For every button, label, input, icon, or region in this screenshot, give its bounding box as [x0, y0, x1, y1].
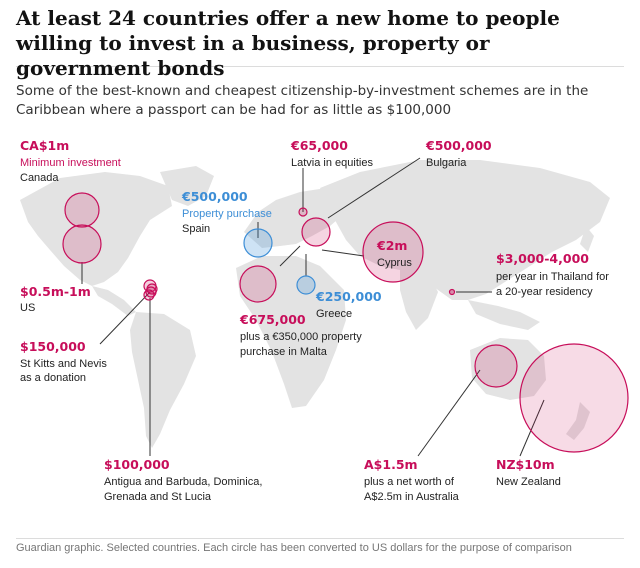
- australia-amount: A$1.5m: [364, 457, 418, 472]
- europe-landmass: [244, 188, 348, 248]
- leader-australia: [417, 369, 481, 457]
- north-america-landmass: [20, 172, 172, 286]
- circle-caribbean-4: [143, 289, 155, 301]
- greece-amount: €250,000: [316, 289, 382, 304]
- circle-malta: [239, 265, 277, 303]
- canada-note: Minimum investment: [20, 157, 121, 169]
- circle-latvia: [298, 207, 308, 217]
- circle-bulgaria: [301, 217, 331, 247]
- greenland-landmass: [160, 166, 214, 206]
- spain-amount: €500,000: [182, 189, 248, 204]
- australia-landmass: [470, 338, 546, 400]
- us-country: US: [20, 302, 36, 314]
- circle-us: [62, 224, 102, 264]
- new-zealand-landmass: [566, 402, 590, 440]
- cyprus-amount: €2m: [377, 238, 408, 253]
- south-america-landmass: [130, 312, 196, 448]
- circle-canada: [64, 192, 100, 228]
- canada-country: Canada: [20, 172, 59, 184]
- top-divider: [16, 66, 624, 67]
- bulgaria-amount: €500,000: [426, 138, 492, 153]
- malta-line1: plus a €350,000 property: [240, 331, 362, 343]
- circle-thailand: [448, 288, 456, 296]
- se-asia-islands: [468, 300, 540, 330]
- circle-australia: [474, 344, 518, 388]
- standfirst: Some of the best-known and cheapest citi…: [16, 83, 589, 118]
- asia-landmass: [320, 160, 610, 300]
- cyprus-country: Cyprus: [377, 257, 412, 269]
- malta-line2: purchase in Malta: [240, 346, 327, 358]
- headline: At least 24 countries offer a new home t…: [16, 6, 560, 80]
- latvia-country: Latvia in equities: [291, 157, 373, 169]
- investment-circles: [62, 192, 629, 453]
- spain-note: Property purchase: [182, 208, 272, 220]
- latvia-amount: €65,000: [291, 138, 348, 153]
- australia-line1: plus a net worth of: [364, 476, 454, 488]
- newzealand-country: New Zealand: [496, 476, 561, 488]
- antigua-line2: Grenada and St Lucia: [104, 491, 212, 503]
- thailand-line1: per year in Thailand for: [496, 271, 609, 283]
- malta-amount: €675,000: [240, 312, 306, 327]
- canada-amount: CA$1m: [20, 138, 70, 153]
- source-note: Guardian graphic. Selected countries. Ea…: [16, 542, 572, 554]
- leader-stkitts: [99, 291, 151, 345]
- thailand-line2: a 20-year residency: [496, 286, 593, 298]
- circle-greece: [296, 275, 316, 295]
- leader-malta: [279, 245, 301, 267]
- leader-bulgaria: [327, 157, 421, 219]
- bulgaria-country: Bulgaria: [426, 157, 467, 169]
- stkitts-line2: as a donation: [20, 372, 87, 384]
- continents: [20, 160, 610, 448]
- leader-newzealand: [519, 399, 545, 457]
- circle-cyprus: [362, 221, 424, 283]
- newzealand-amount: NZ$10m: [496, 457, 555, 472]
- japan-landmass: [580, 226, 594, 252]
- africa-landmass: [236, 256, 346, 408]
- circle-newzealand: [519, 343, 629, 453]
- central-america-landmass: [92, 286, 136, 316]
- antigua-amount: $100,000: [104, 457, 170, 472]
- leader-lines: [81, 157, 545, 457]
- antigua-line1: Antigua and Barbuda, Dominica,: [104, 476, 263, 488]
- greece-country: Greece: [316, 308, 353, 320]
- thailand-amount: $3,000-4,000: [496, 251, 589, 266]
- leader-cyprus: [321, 249, 365, 257]
- circle-spain: [243, 228, 273, 258]
- stkitts-amount: $150,000: [20, 339, 86, 354]
- australia-line2: A$2.5m in Australia: [364, 491, 459, 503]
- bottom-divider: [16, 538, 624, 539]
- spain-country: Spain: [182, 223, 211, 235]
- india-landmass: [400, 270, 438, 330]
- stkitts-line1: St Kitts and Nevis: [20, 358, 107, 370]
- us-amount: $0.5m-1m: [20, 284, 91, 299]
